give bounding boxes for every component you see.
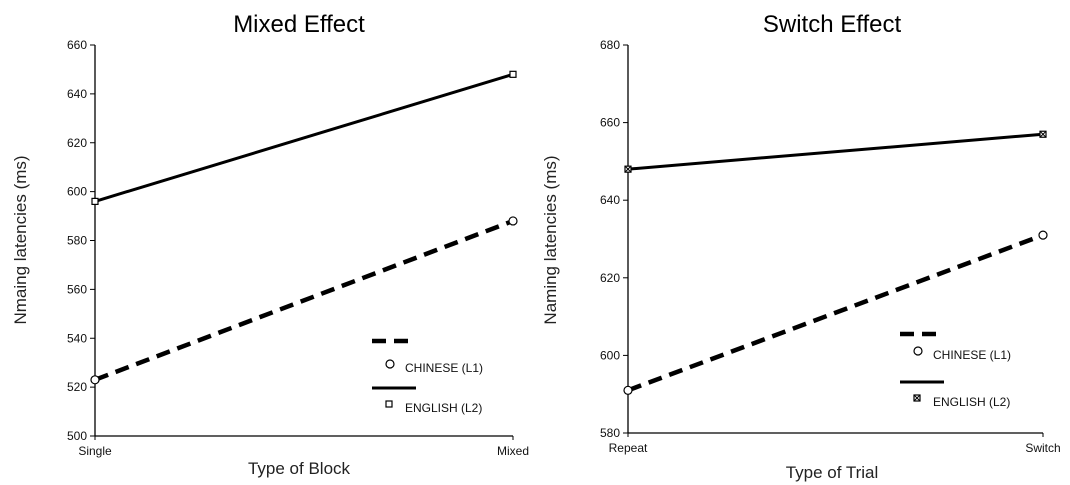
y-tick-label: 640: [600, 193, 620, 207]
legend-label: CHINESE (L1): [405, 361, 483, 375]
y-tick-label: 620: [600, 271, 620, 285]
y-tick-label: 540: [67, 331, 87, 345]
x-tick-label: Repeat: [609, 441, 648, 455]
chart-panel-2: Switch Effect 580 600 620 640 660 680 Repeat Swi…: [541, 11, 1061, 482]
chart-panel-1: Mixed Effect 500 520 540 560 580 600 620 640 660 S…: [11, 11, 529, 478]
y-tick-label: 560: [67, 282, 87, 296]
legend-marker-circle: [913, 346, 923, 356]
legend-marker-cross: [913, 394, 921, 402]
series-line-2: [94, 72, 514, 203]
y-tick-label: 680: [600, 38, 620, 52]
series-line-2: [627, 132, 1044, 171]
data-point: [508, 216, 518, 226]
legend-label: ENGLISH (L2): [405, 401, 482, 415]
y-tick-label: 600: [600, 348, 620, 362]
y-tick-label: 600: [67, 185, 87, 199]
legend-marker-circle: [385, 359, 395, 369]
legend-label: ENGLISH (L2): [933, 395, 1010, 409]
data-point-cross: [1039, 130, 1047, 138]
x-tick-label: Single: [78, 444, 112, 458]
y-tick-label: 660: [600, 116, 620, 130]
chart-title: Switch Effect: [763, 11, 902, 38]
series-line-1: [627, 233, 1044, 393]
x-axis-label: Type of Block: [248, 459, 351, 478]
x-tick-label: Mixed: [497, 444, 529, 458]
y-tick-label: 580: [600, 426, 620, 440]
y-tick-label: 620: [67, 136, 87, 150]
y-tick-label: 500: [67, 429, 87, 443]
data-point: [91, 197, 99, 205]
x-axis-label: Type of Trial: [786, 463, 879, 482]
x-tick-label: Switch: [1025, 441, 1060, 455]
data-point: [90, 375, 100, 385]
y-tick-label: 640: [67, 87, 87, 101]
y-tick-label: 660: [67, 38, 87, 52]
legend-marker-square: [385, 400, 393, 408]
data-point-cross: [624, 165, 632, 173]
y-tick-label: 520: [67, 380, 87, 394]
chart-title: Mixed Effect: [233, 11, 365, 38]
legend-label: CHINESE (L1): [933, 348, 1011, 362]
y-axis-label: Naming latencies (ms): [541, 155, 560, 324]
data-point: [509, 70, 517, 78]
legend: CHINESE (L1) ENGLISH (L2): [372, 338, 483, 415]
y-tick-label: 580: [67, 234, 87, 248]
legend: CHINESE (L1) ENGLISH (L2): [900, 331, 1011, 409]
data-point: [1038, 230, 1048, 240]
series-line-1: [94, 218, 514, 382]
y-axis-label: Nmaing latencies (ms): [11, 155, 30, 324]
data-point: [623, 385, 633, 395]
